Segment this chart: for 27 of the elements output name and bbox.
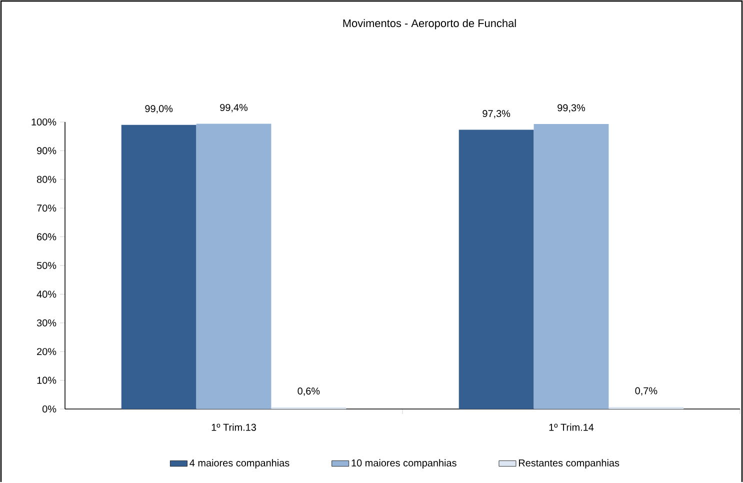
y-tick-label: 50% xyxy=(36,262,56,270)
y-tick-label: 80% xyxy=(36,176,56,184)
y-tick-label: 10% xyxy=(37,376,56,384)
data-label: 0,7% xyxy=(635,387,658,396)
y-tick-label: 60% xyxy=(37,233,56,241)
data-label: 99,0% xyxy=(145,105,173,114)
legend-label: Restantes companhias xyxy=(518,459,620,469)
bar xyxy=(121,125,196,410)
y-tick-label: 90% xyxy=(37,147,56,154)
bar xyxy=(458,130,534,410)
y-tick-label: 20% xyxy=(37,348,56,356)
y-tick-label: 30% xyxy=(36,320,56,327)
x-tick-label: 1º Trim.13 xyxy=(212,424,256,432)
data-label: 0,6% xyxy=(298,388,320,396)
bar xyxy=(196,124,272,410)
data-label: 97,3% xyxy=(482,110,510,118)
data-label: 99,4% xyxy=(220,104,248,112)
y-tick-label: 70% xyxy=(37,204,56,212)
chart-title: Movimentos - Aeroporto de Funchal xyxy=(343,19,516,30)
y-tick-label: 0% xyxy=(42,406,56,413)
legend-label: 10 maiores companhias xyxy=(352,459,456,469)
legend-label: 4 maiores companhias xyxy=(190,459,290,469)
data-label: 99,3% xyxy=(558,104,586,113)
x-tick-label: 1º Trim.14 xyxy=(549,424,594,431)
y-tick-label: 100% xyxy=(32,118,56,126)
bar xyxy=(534,124,609,410)
y-tick-label: 40% xyxy=(36,290,56,298)
